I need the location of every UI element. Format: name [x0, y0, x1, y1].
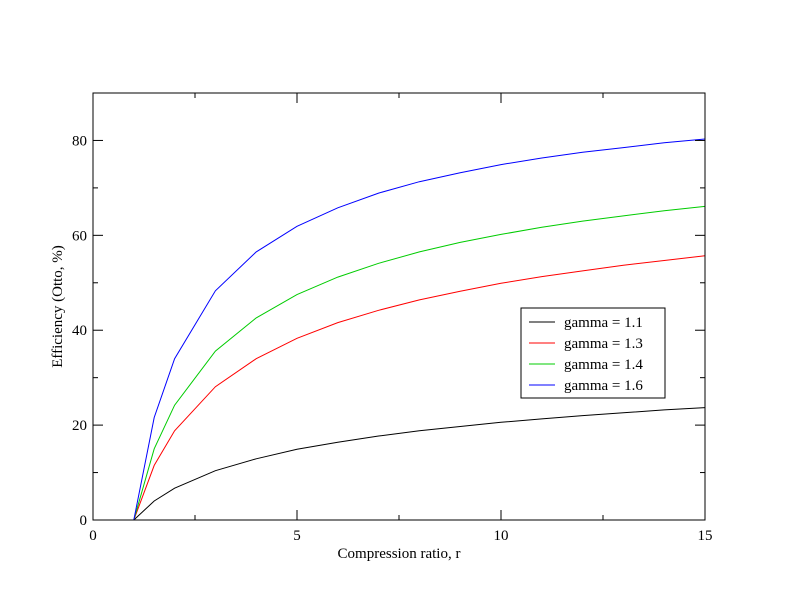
legend-entry-label: gamma = 1.1 — [564, 315, 643, 331]
y-tick-label: 40 — [72, 323, 87, 339]
ticks-layer: 0 5 10 15 0 20 40 60 80 — [72, 92, 713, 544]
x-tick-label: 15 — [698, 528, 713, 544]
legend-entry-label: gamma = 1.6 — [564, 378, 643, 394]
x-tick-label: 0 — [89, 528, 97, 544]
x-tick-label: 10 — [494, 528, 509, 544]
series-line-4 — [133, 138, 706, 521]
series-line-3 — [133, 205, 706, 521]
legend-entry-label: gamma = 1.3 — [564, 336, 643, 352]
y-tick-label: 60 — [72, 228, 87, 244]
x-tick-label: 5 — [293, 528, 301, 544]
y-tick-label: 0 — [80, 513, 88, 529]
y-tick-label: 20 — [72, 418, 87, 434]
legend-box — [520, 307, 666, 399]
x-axis-label: Compression ratio, r — [338, 546, 461, 562]
series-line-1 — [133, 407, 706, 521]
series-layer — [133, 138, 706, 521]
legend: gamma = 1.1 gamma = 1.3 gamma = 1.4 gamma =… — [520, 307, 666, 399]
series-line-2 — [133, 255, 706, 521]
legend-entry-label: gamma = 1.4 — [564, 357, 643, 373]
y-tick-label: 80 — [72, 133, 87, 149]
y-axis-label: Efficiency (Otto, %) — [50, 245, 66, 368]
